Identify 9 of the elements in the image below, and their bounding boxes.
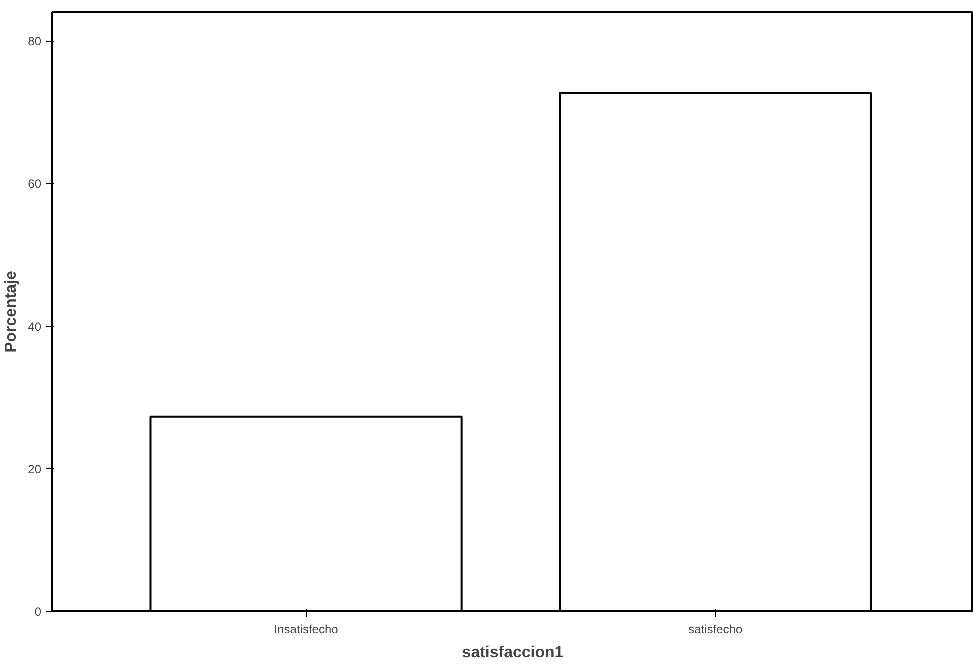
x-tick-label: Insatisfecho	[274, 622, 339, 636]
x-tick-label: satisfecho	[688, 622, 743, 636]
y-tick-label: 60	[28, 177, 42, 192]
y-tick-label: 40	[28, 320, 42, 334]
y-tick-label: 20	[28, 462, 42, 476]
x-axis-title: satisfaccion1	[462, 644, 564, 662]
y-axis-title: Porcentaje	[3, 270, 20, 353]
y-tick-label: 0	[34, 605, 42, 619]
y-tick-label: 80	[28, 34, 42, 49]
